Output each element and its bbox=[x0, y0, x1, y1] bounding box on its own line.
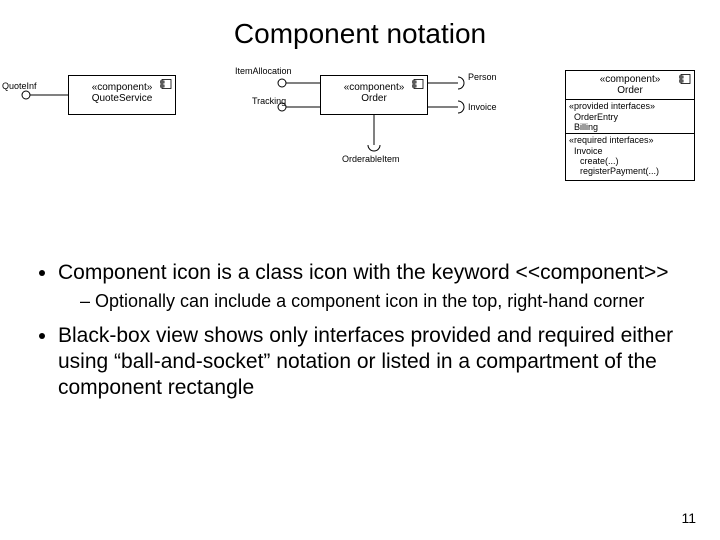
d2-provided-bottom-label: Tracking bbox=[252, 96, 286, 106]
d3-sec1-item: Billing bbox=[566, 122, 694, 132]
diagram1-interface-label: QuoteInf bbox=[2, 81, 37, 91]
diagram3-stereotype: «component» bbox=[566, 74, 694, 85]
d3-sec2-item: registerPayment(...) bbox=[566, 166, 694, 179]
page-number: 11 bbox=[681, 510, 696, 526]
d3-sec1-item: OrderEntry bbox=[566, 112, 694, 122]
page-title: Component notation bbox=[0, 0, 720, 50]
bullet-2: Black-box view shows only interfaces pro… bbox=[58, 323, 690, 402]
d2-required-top-label: Person bbox=[468, 72, 497, 82]
d3-sec2-header: «required interfaces» bbox=[566, 133, 694, 146]
d3-sec2-item: create(...) bbox=[566, 156, 694, 166]
bullet-1-text: Component icon is a class icon with the … bbox=[58, 261, 669, 284]
bullet-1: Component icon is a class icon with the … bbox=[58, 260, 690, 313]
diagram3-name: Order bbox=[566, 85, 694, 96]
d2-required-below-label: OrderableItem bbox=[342, 154, 400, 164]
d2-provided-top-label: ItemAllocation bbox=[235, 66, 292, 76]
diagram1-component: «component» QuoteService bbox=[68, 75, 176, 115]
diagram-area: QuoteInf «component» QuoteService «compo… bbox=[0, 50, 720, 230]
diagram3-component: «component» Order «provided interfaces» … bbox=[565, 70, 695, 181]
d2-required-bottom-label: Invoice bbox=[468, 102, 497, 112]
d3-sec1-header: «provided interfaces» bbox=[566, 99, 694, 112]
component-icon bbox=[679, 74, 691, 84]
d3-sec2-item: Invoice bbox=[566, 146, 694, 156]
diagram1-name: QuoteService bbox=[69, 93, 175, 104]
bullet-1-sub: Optionally can include a component icon … bbox=[80, 290, 690, 313]
component-icon bbox=[160, 79, 172, 89]
bullet-2-text: Black-box view shows only interfaces pro… bbox=[58, 324, 673, 400]
bullet-content: Component icon is a class icon with the … bbox=[30, 260, 690, 408]
